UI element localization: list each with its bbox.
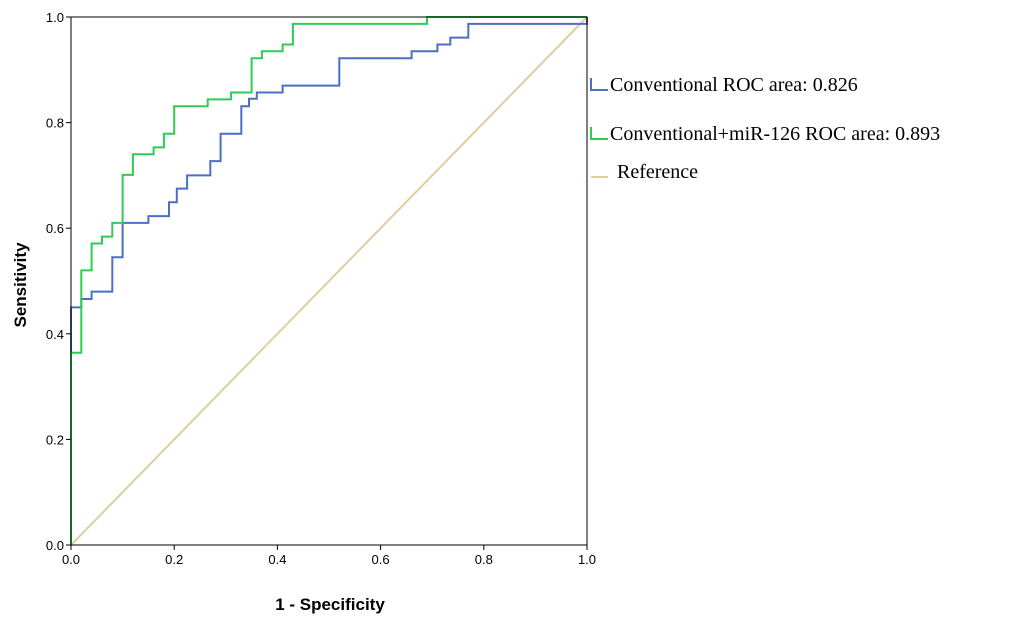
legend-label: Reference (617, 161, 698, 183)
y-tick-label: 0.4 (46, 327, 64, 342)
conventional-roc-line (70, 17, 588, 545)
y-tick-label: 0.0 (46, 538, 64, 553)
y-axis-label: Sensitivity (11, 242, 30, 328)
x-tick-label: 0.0 (62, 552, 80, 567)
legend-item-combined: Conventional+miR-126 ROC area: 0.893 (590, 123, 940, 145)
legend-swatch (590, 127, 608, 140)
y-tick-label: 0.6 (46, 221, 64, 236)
y-tick-label: 0.2 (46, 432, 64, 447)
series-layer (70, 16, 588, 546)
x-tick-label: 0.8 (475, 552, 493, 567)
x-tick-label: 0.6 (372, 552, 390, 567)
legend-label: Conventional+miR-126 ROC area: 0.893 (610, 123, 940, 145)
x-tick-label: 0.4 (268, 552, 286, 567)
legend-label: Conventional ROC area: 0.826 (610, 74, 858, 96)
reference-line (70, 16, 588, 546)
legend-swatch (590, 78, 608, 91)
x-axis-label: 1 - Specificity (275, 595, 385, 614)
y-tick-label: 1.0 (46, 10, 64, 25)
axes-layer: 0.0 0.2 0.4 0.6 0.8 1.0 0.0 0.2 0.4 0.6 0.8 1.0 (46, 10, 596, 567)
x-tick-label: 0.2 (165, 552, 183, 567)
x-tick-label: 1.0 (578, 552, 596, 567)
legend-item-reference: Reference (591, 161, 698, 183)
legend-item-conventional: Conventional ROC area: 0.826 (590, 74, 858, 96)
plot-frame (70, 16, 588, 546)
legend: Conventional ROC area: 0.826 Conventional… (590, 74, 940, 183)
y-tick-label: 0.8 (46, 116, 64, 131)
combined-roc-line (70, 16, 587, 545)
